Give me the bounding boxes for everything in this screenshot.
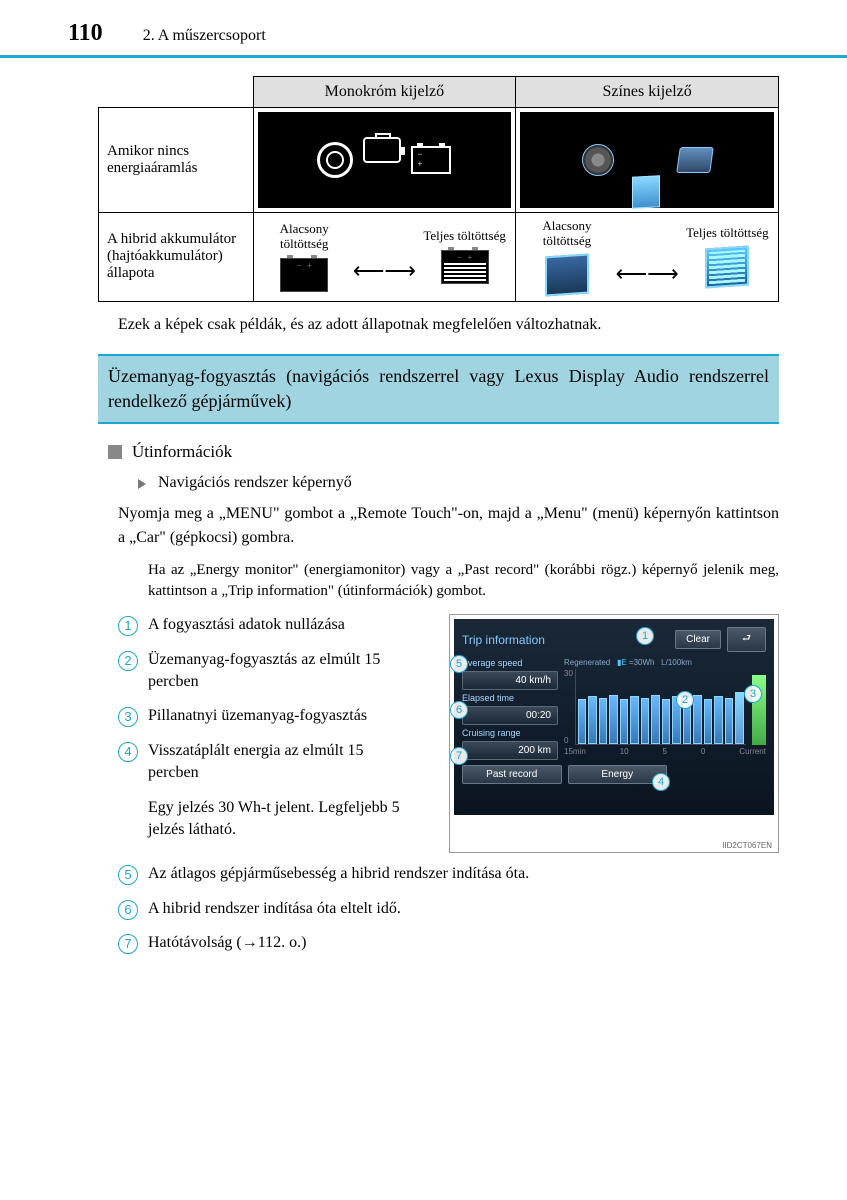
- callout-4: 4: [652, 773, 670, 791]
- display-comparison-table: Monokróm kijelző Színes kijelző Amikor n…: [98, 76, 779, 302]
- trip-info-screenshot: 1 5 6 7 2 3 4 Trip information Clear ⮐ A…: [449, 614, 779, 853]
- col-monochrome: Monokróm kijelző: [253, 77, 516, 108]
- list-text: Üzemanyag-fogyasztás az elmúlt 15 percbe…: [148, 649, 418, 694]
- subsubsection-nav-screen: Navigációs rendszer képernyő: [138, 474, 779, 492]
- list-item-1: 1 A fogyasztási adatok nullázása: [118, 614, 418, 636]
- battery-icon: [411, 146, 451, 174]
- list-item-5: 5 Az átlagos gépjárműsebesség a hibrid r…: [118, 863, 779, 885]
- subsection-trip-info: Útinformációk: [108, 442, 779, 462]
- circled-4-icon: 4: [118, 742, 138, 762]
- past-record-button[interactable]: Past record: [462, 765, 562, 784]
- chapter-title: 2. A műszercsoport: [143, 27, 266, 45]
- page-header: 110 2. A műszercsoport: [0, 0, 847, 55]
- instruction-paragraph-1: Nyomja meg a „MENU" gombot a „Remote Tou…: [118, 502, 779, 550]
- regen-legend: Regenerated ▮E =30Wh L/100km: [564, 658, 766, 667]
- wheel-icon: [317, 142, 353, 178]
- color-battery-range: Alacsony töltöttség ⟵⟶ Teljes töltöttség: [524, 219, 770, 295]
- col-color: Színes kijelző: [516, 77, 779, 108]
- page-content: Monokróm kijelző Színes kijelző Amikor n…: [0, 76, 847, 955]
- low-charge-label: Alacsony töltöttség: [524, 219, 609, 249]
- battery-low-icon: − +: [280, 258, 328, 292]
- engine-icon: [363, 137, 401, 163]
- battery-full-icon: [705, 246, 749, 289]
- back-button[interactable]: ⮐: [727, 627, 766, 652]
- y-axis-0: 0: [564, 736, 573, 745]
- list-text: Visszatáplált energia az elmúlt 15 percb…: [148, 740, 418, 785]
- full-charge-label: Teljes töltöttség: [686, 226, 769, 241]
- wheel-icon: [582, 144, 614, 176]
- list-text: Egy jelzés 30 Wh-t jelent. Legfeljebb 5 …: [148, 797, 418, 842]
- double-arrow-icon: ⟵⟶: [351, 258, 418, 284]
- list-item-4: 4 Visszatáplált energia az elmúlt 15 per…: [118, 740, 418, 785]
- engine-icon: [676, 147, 714, 173]
- mono-display-no-flow: [258, 112, 512, 208]
- list-item-3: 3 Pillanatnyi üzemanyag-fogyasztás: [118, 705, 418, 727]
- circled-2-icon: 2: [118, 651, 138, 671]
- circled-3-icon: 3: [118, 707, 138, 727]
- double-arrow-icon: ⟵⟶: [614, 261, 681, 287]
- range-value: 200 km: [462, 741, 558, 760]
- section-header-fuel: Üzemanyag-fogyasztás (navigációs rendsze…: [98, 354, 779, 424]
- elapsed-label: Elapsed time: [462, 693, 558, 703]
- instruction-paragraph-2: Ha az „Energy monitor" (energiamonitor) …: [148, 560, 779, 602]
- list-item-7: 7 Hatótávolság (→112. o.): [118, 932, 779, 954]
- list-item-4-note: Egy jelzés 30 Wh-t jelent. Legfeljebb 5 …: [118, 797, 418, 842]
- row-battery-state: A hibrid akkumulátor (hajtóakkumulátor) …: [99, 213, 254, 302]
- subsection-label: Útinformációk: [132, 442, 232, 462]
- page-number: 110: [68, 20, 103, 47]
- circled-5-icon: 5: [118, 865, 138, 885]
- battery-full-icon: − +: [441, 250, 489, 284]
- list-item-2: 2 Üzemanyag-fogyasztás az elmúlt 15 perc…: [118, 649, 418, 694]
- table-note: Ezek a képek csak példák, és az adott ál…: [118, 316, 779, 334]
- avg-speed-label: Average speed: [462, 658, 558, 668]
- battery-low-icon: [545, 253, 589, 296]
- consumption-bar-chart: [575, 669, 746, 745]
- circled-7-icon: 7: [118, 934, 138, 954]
- triangle-bullet-icon: [138, 479, 146, 489]
- range-label: Cruising range: [462, 728, 558, 738]
- y-axis-30: 30: [564, 669, 573, 678]
- circled-1-icon: 1: [118, 616, 138, 636]
- row-no-energy-flow: Amikor nincs energiaáramlás: [99, 108, 254, 213]
- callout-list-area: 1 A fogyasztási adatok nullázása 2 Üzema…: [118, 614, 779, 853]
- avg-speed-value: 40 km/h: [462, 671, 558, 690]
- list-item-6: 6 A hibrid rendszer indítása óta eltelt …: [118, 898, 779, 920]
- callout-7: 7: [450, 747, 468, 765]
- battery-icon: [632, 175, 660, 208]
- list-text: A fogyasztási adatok nullázása: [148, 614, 345, 636]
- mono-battery-range: Alacsony töltöttség − + ⟵⟶ Teljes töltöt…: [262, 222, 508, 292]
- list-text: A hibrid rendszer indítása óta eltelt id…: [148, 898, 401, 920]
- list-text: Az átlagos gépjárműsebesség a hibrid ren…: [148, 863, 529, 885]
- list-text: Pillanatnyi üzemanyag-fogyasztás: [148, 705, 367, 727]
- image-code: IID2CT067EN: [722, 841, 772, 850]
- full-charge-label: Teljes töltöttség: [423, 229, 506, 244]
- clear-button[interactable]: Clear: [675, 630, 721, 649]
- color-display-no-flow: [520, 112, 774, 208]
- list-text: Hatótávolság (→112. o.): [148, 932, 306, 954]
- square-bullet-icon: [108, 445, 122, 459]
- circled-6-icon: 6: [118, 900, 138, 920]
- subsubsection-label: Navigációs rendszer képernyő: [158, 474, 352, 491]
- elapsed-value: 00:20: [462, 706, 558, 725]
- x-axis-labels: 15min10 50 Current: [564, 747, 766, 756]
- low-charge-label: Alacsony töltöttség: [262, 222, 347, 252]
- header-separator: [0, 55, 847, 58]
